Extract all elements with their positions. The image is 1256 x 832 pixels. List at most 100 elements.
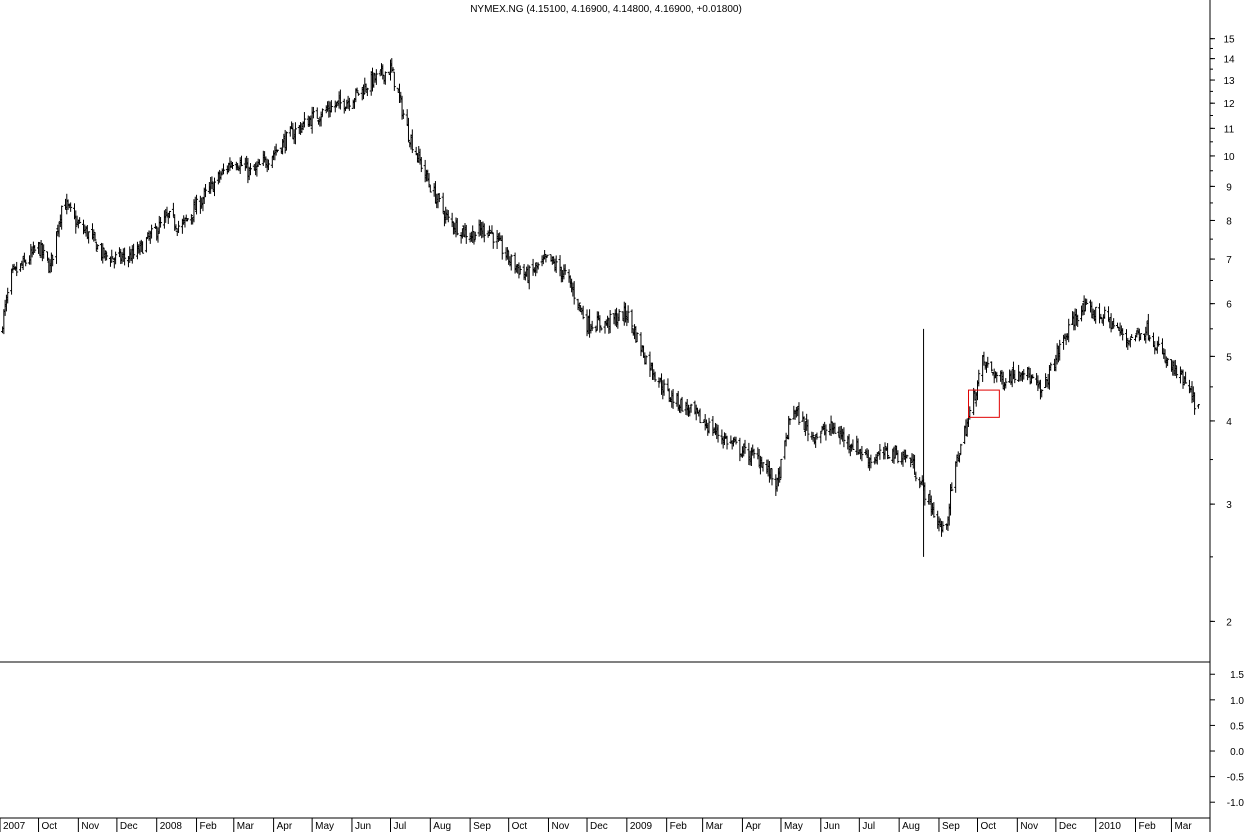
ohlc-bar <box>594 325 598 333</box>
ohlc-bar <box>986 356 990 368</box>
ohlc-bar <box>174 224 178 231</box>
ohlc-bar <box>598 315 602 333</box>
ohlc-bar <box>391 67 395 72</box>
ohlc-bar <box>437 193 441 203</box>
ohlc-bar <box>284 131 288 151</box>
ohlc-bar <box>887 456 891 459</box>
y-tick-label: 9 <box>1226 182 1232 193</box>
ohlc-bar <box>886 443 890 460</box>
ohlc-bar <box>577 302 581 312</box>
ohlc-bar <box>210 176 214 190</box>
ohlc-bar <box>626 305 630 323</box>
ohlc-bar <box>168 210 172 219</box>
ohlc-bar <box>446 210 450 223</box>
x-tick-label: 2007 <box>3 821 26 832</box>
ohlc-bar <box>302 112 306 128</box>
ohlc-bar <box>1040 389 1044 398</box>
ohlc-bar <box>123 247 127 266</box>
ohlc-bar <box>177 220 181 233</box>
ohlc-bar <box>918 477 922 489</box>
ohlc-bar <box>500 235 504 260</box>
ohlc-bar <box>110 249 114 263</box>
ohlc-bar <box>815 432 819 440</box>
indicator-tick-label: -0.5 <box>1227 773 1245 784</box>
x-tick-label: Oct <box>512 821 528 832</box>
x-tick-label: Sep <box>942 821 960 832</box>
x-tick-label: Feb <box>1138 821 1156 832</box>
x-tick-label: 2009 <box>630 821 653 832</box>
x-tick-label: Feb <box>200 821 218 832</box>
ohlc-bar <box>698 408 702 424</box>
ohlc-bar <box>554 255 558 273</box>
x-tick-label: Jun <box>824 821 840 832</box>
ohlc-bar <box>94 241 98 252</box>
ohlc-bar <box>42 244 46 259</box>
ohlc-bar <box>545 254 549 258</box>
ohlc-bar <box>851 439 855 450</box>
ohlc-bar <box>734 436 738 445</box>
ohlc-bar <box>455 218 459 236</box>
ohlc-bar <box>941 521 945 533</box>
ohlc-bar <box>599 326 603 331</box>
ohlc-bar <box>644 355 648 365</box>
ohlc-bar <box>617 309 621 321</box>
ohlc-bar <box>60 205 64 230</box>
x-tick-label: Oct <box>42 821 58 832</box>
ohlc-bar <box>1184 371 1188 384</box>
ohlc-bar <box>320 108 324 117</box>
ohlc-bar <box>230 162 234 170</box>
ohlc-bar <box>1148 335 1152 342</box>
ohlc-bar <box>716 424 720 443</box>
time-axis: 2007 Oct Nov Dec 2008 Feb Mar Apr May Jun Jul Aug Se… <box>0 817 1210 832</box>
annotation-layer <box>923 328 1000 557</box>
ohlc-bar <box>132 243 136 259</box>
x-tick-label: May <box>315 821 334 832</box>
x-tick-label: Feb <box>670 821 688 832</box>
ohlc-bar <box>401 109 405 119</box>
ohlc-bar <box>51 254 55 267</box>
ohlc-bar <box>1022 369 1026 380</box>
ohlc-bar <box>392 71 396 91</box>
x-tick-label: Jun <box>355 821 371 832</box>
ohlc-bar <box>419 156 423 173</box>
ohlc-bar <box>536 262 540 270</box>
ohlc-bar <box>482 223 486 243</box>
ohlc-bar <box>1083 298 1087 312</box>
ohlc-bar <box>779 458 783 479</box>
ohlc-bar <box>608 310 612 334</box>
ohlc-bar <box>950 482 954 492</box>
x-tick-label: Mar <box>237 821 255 832</box>
ohlc-bar <box>427 173 431 188</box>
ohlc-bar <box>275 149 279 153</box>
ohlc-bar <box>1130 334 1134 339</box>
ohlc-bar <box>24 259 28 267</box>
ohlc-bar <box>1067 318 1071 343</box>
ohlc-bar <box>69 202 73 212</box>
ohlc-bar <box>1196 404 1200 409</box>
ohlc-bar <box>93 231 97 241</box>
ohlc-bar <box>186 218 190 222</box>
ohlc-bar <box>428 184 432 193</box>
ohlc-bar <box>778 466 782 483</box>
ohlc-bar <box>1121 328 1125 341</box>
ohlc-bar <box>1166 357 1170 367</box>
y-tick-label: 7 <box>1226 255 1232 266</box>
x-tick-label: Aug <box>433 821 451 832</box>
ohlc-bar <box>266 159 270 171</box>
x-tick-label: Dec <box>590 821 608 832</box>
ohlc-bar <box>671 388 675 409</box>
ohlc-bar <box>743 439 747 454</box>
x-tick-label: Jul <box>393 821 406 832</box>
ohlc-bar <box>878 443 882 460</box>
x-tick-label: Apr <box>745 821 761 832</box>
ohlc-bar <box>761 462 765 472</box>
ohlc-bar <box>383 71 387 85</box>
x-tick-label: Sep <box>473 821 491 832</box>
x-tick-label: Mar <box>1174 821 1192 832</box>
ohlc-bar <box>905 454 909 459</box>
ohlc-bar <box>87 231 91 244</box>
ohlc-bar <box>410 129 414 154</box>
ohlc-bar <box>811 432 815 442</box>
